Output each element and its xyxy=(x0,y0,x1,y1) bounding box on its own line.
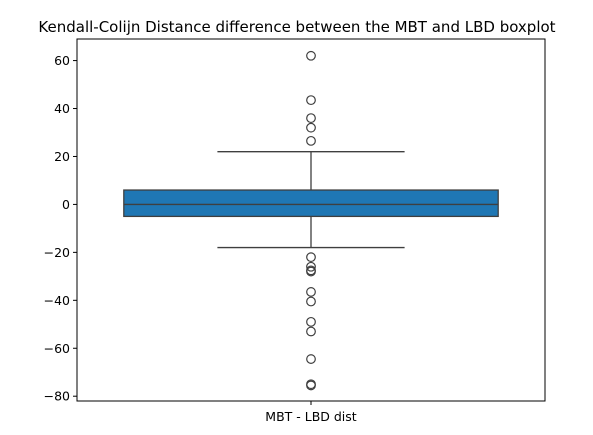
iqr-box xyxy=(123,189,499,218)
outlier-point xyxy=(306,135,316,146)
outlier-point xyxy=(306,113,316,124)
box-layer xyxy=(123,151,499,249)
outlier-point xyxy=(306,287,316,297)
y-axis: 60 40 20 0 −20 −40 −60 −80 xyxy=(44,53,77,404)
outlier-point xyxy=(306,354,316,364)
y-tick-label: −20 xyxy=(44,245,70,260)
outlier-point xyxy=(306,95,316,106)
y-tick-label: 0 xyxy=(62,197,70,212)
outlier-layer xyxy=(306,50,316,391)
x-tick-label: MBT - LBD dist xyxy=(265,409,357,424)
outlier-point xyxy=(306,326,316,337)
y-tick-label: 60 xyxy=(54,53,70,68)
outlier-point xyxy=(306,50,316,61)
outlier-point xyxy=(306,261,316,272)
outlier-point xyxy=(306,296,316,307)
y-tick-label: 40 xyxy=(54,101,70,116)
y-tick-label: −40 xyxy=(44,293,70,308)
y-tick-label: 20 xyxy=(54,149,70,164)
outlier-point xyxy=(306,122,316,133)
outlier-point xyxy=(306,316,316,327)
outlier-point xyxy=(306,380,316,391)
y-tick-label: −80 xyxy=(44,389,70,404)
x-axis: MBT - LBD dist xyxy=(265,401,357,424)
outlier-point xyxy=(306,266,316,277)
y-tick-label: −60 xyxy=(44,341,70,356)
outlier-point xyxy=(306,252,316,263)
chart-title: Kendall-Colijn Distance difference betwe… xyxy=(38,18,555,36)
